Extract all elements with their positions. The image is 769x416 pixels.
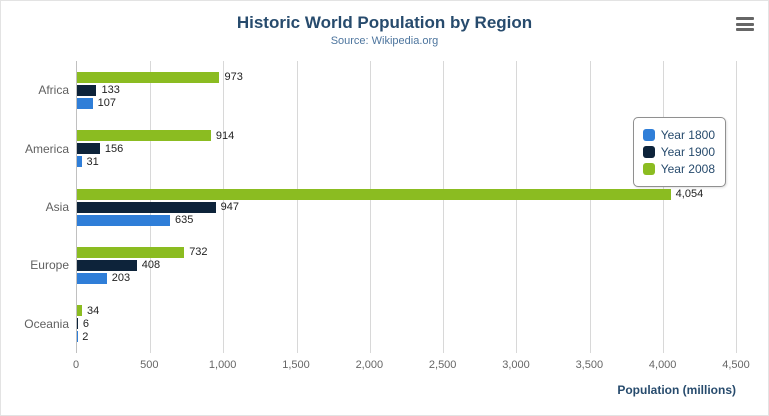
gridline <box>443 61 445 353</box>
legend-label: Year 1900 <box>660 145 715 159</box>
bar[interactable]: 31 <box>77 156 99 168</box>
bar[interactable]: 156 <box>77 143 123 155</box>
bar[interactable]: 133 <box>77 84 120 96</box>
bar-value-label: 156 <box>104 142 124 155</box>
gridline <box>736 61 737 353</box>
chart-subtitle: Source: Wikipedia.org <box>330 35 439 47</box>
x-tick-label: 500 <box>140 359 159 371</box>
category-row: Oceania 34 6 2 <box>24 295 736 353</box>
gridline <box>662 61 664 353</box>
bar-value-label: 635 <box>174 214 194 227</box>
gridline <box>369 61 371 353</box>
category-row: Africa 973 133 107 <box>38 61 736 119</box>
category-label: Africa <box>38 83 69 98</box>
legend-label: Year 1800 <box>660 128 715 142</box>
x-tick-label: 3,500 <box>575 359 604 371</box>
bar[interactable]: 732 <box>77 246 208 258</box>
legend: Year 1800 Year 1900 Year 2008 <box>632 117 726 187</box>
plot-area: Africa 973 133 107 America 914 156 31 Asia 4,054 9… <box>24 61 737 353</box>
legend-swatch <box>642 129 655 141</box>
chart-title: Historic World Population by Region <box>236 13 533 32</box>
bar-value-label: 973 <box>224 71 243 84</box>
x-axis-tick-labels: 0 500 1,000 1,500 2,000 2,500 3,000 3,500 4,000 4… <box>72 359 750 373</box>
category-label: Europe <box>30 258 69 273</box>
bar[interactable]: 408 <box>77 259 160 271</box>
gridline <box>589 61 591 353</box>
bar[interactable]: 34 <box>77 305 99 317</box>
gridline <box>223 61 225 353</box>
bar-value-label: 31 <box>86 155 99 168</box>
bar[interactable]: 203 <box>77 272 130 284</box>
bar[interactable]: 107 <box>77 97 116 109</box>
legend-item[interactable]: Year 2008 <box>642 162 715 176</box>
legend-item[interactable]: Year 1800 <box>642 128 715 142</box>
bar-value-label: 34 <box>86 304 100 317</box>
x-axis-title: Population (millions) <box>617 383 736 397</box>
bar-value-label: 203 <box>111 272 131 285</box>
bar[interactable]: 4,054 <box>77 188 703 200</box>
category-row: Asia 4,054 947 635 <box>46 178 736 236</box>
x-tick-label: 4,500 <box>722 359 750 371</box>
category-row: America 914 156 31 <box>25 119 736 177</box>
bar[interactable]: 914 <box>77 130 234 142</box>
bar-value-label: 6 <box>82 317 89 330</box>
bar[interactable]: 973 <box>77 71 243 83</box>
bar-value-label: 2 <box>82 330 89 343</box>
bar-value-label: 4,054 <box>675 188 704 201</box>
legend-swatch <box>642 163 655 175</box>
export-menu-icon[interactable] <box>736 17 754 31</box>
x-tick-label: 2,500 <box>428 359 457 371</box>
category-row: Europe 732 408 203 <box>30 236 736 294</box>
bar-value-label: 107 <box>97 97 117 110</box>
category-label: Oceania <box>24 316 69 331</box>
bar-value-label: 408 <box>141 259 161 272</box>
gridline <box>296 61 298 353</box>
x-tick-label: 0 <box>72 359 80 371</box>
bar-value-label: 947 <box>220 201 240 214</box>
bar-value-label: 133 <box>101 84 120 97</box>
x-tick-label: 4,000 <box>648 359 677 371</box>
category-label: America <box>24 141 69 156</box>
legend-swatch <box>642 146 655 158</box>
bar[interactable]: 635 <box>77 214 193 226</box>
legend-item[interactable]: Year 1900 <box>642 145 715 159</box>
bar-value-label: 732 <box>189 246 208 259</box>
bar-rows: Africa 973 133 107 America 914 156 31 Asia 4,054 9… <box>24 61 736 353</box>
bar[interactable]: 6 <box>77 318 89 330</box>
x-tick-label: 2,000 <box>355 359 384 371</box>
category-label: Asia <box>45 200 69 215</box>
x-tick-label: 1,000 <box>208 359 237 371</box>
x-tick-label: 3,000 <box>502 359 530 371</box>
bar[interactable]: 947 <box>77 201 239 213</box>
gridline <box>516 61 518 353</box>
x-tick-label: 1,500 <box>282 359 310 371</box>
bar-value-label: 914 <box>215 129 235 142</box>
legend-label: Year 2008 <box>660 162 715 176</box>
